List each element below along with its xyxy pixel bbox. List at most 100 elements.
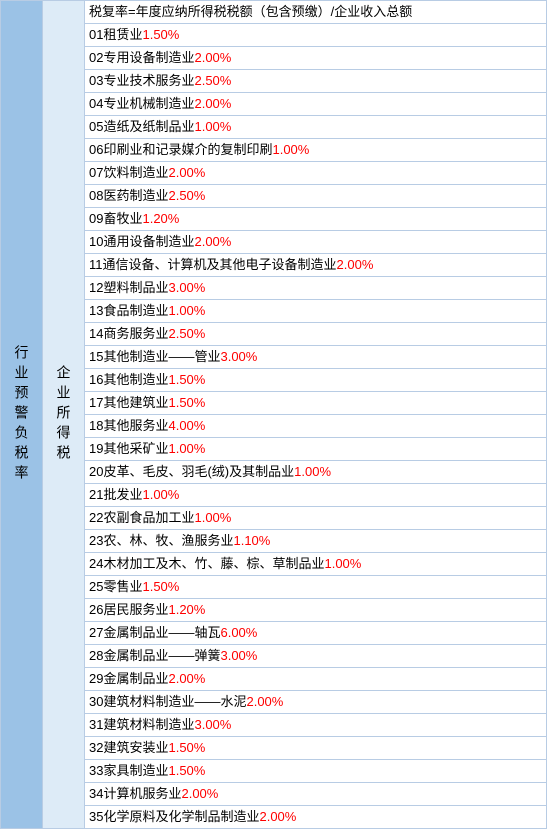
row-number: 24: [89, 555, 103, 573]
row-number: 31: [89, 716, 103, 734]
row-number: 35: [89, 808, 103, 826]
table-row: 19 其他采矿业 1.00%: [85, 438, 546, 461]
table-row: 14 商务服务业 2.50%: [85, 323, 546, 346]
table-row: 17 其他建筑业 1.50%: [85, 392, 546, 415]
row-label: 饮料制造业: [103, 164, 168, 182]
row-percent: 3.00%: [220, 348, 257, 366]
row-label: 其他制造业: [103, 371, 168, 389]
row-number: 04: [89, 95, 103, 113]
row-percent: 2.00%: [168, 670, 205, 688]
row-percent: 4.00%: [168, 417, 205, 435]
row-percent: 1.00%: [142, 486, 179, 504]
row-number: 30: [89, 693, 103, 711]
row-label: 通信设备、计算机及其他电子设备制造业: [103, 256, 337, 274]
row-label: 金属制品业: [103, 670, 168, 688]
rows-container: 税复率=年度应纳所得税税额（包含预缴）/企业收入总额 01 租赁业 1.50%0…: [85, 1, 546, 828]
row-label: 专业机械制造业: [103, 95, 194, 113]
row-number: 23: [89, 532, 103, 550]
table-row: 20 皮革、毛皮、羽毛(绒)及其制品业1.00%: [85, 461, 546, 484]
row-percent: 6.00%: [220, 624, 257, 642]
row-number: 05: [89, 118, 103, 136]
table-row: 21 批发业 1.00%: [85, 484, 546, 507]
row-percent: 2.50%: [168, 325, 205, 343]
table-row: 01 租赁业 1.50%: [85, 24, 546, 47]
row-number: 34: [89, 785, 103, 803]
table-row: 30 建筑材料制造业——水泥 2.00%: [85, 691, 546, 714]
row-percent: 2.50%: [168, 187, 205, 205]
row-label: 计算机服务业: [103, 785, 181, 803]
row-percent: 2.00%: [259, 808, 296, 826]
row-label: 皮革、毛皮、羽毛(绒)及其制品业: [103, 463, 294, 481]
row-percent: 2.00%: [337, 256, 374, 274]
row-percent: 2.00%: [194, 95, 231, 113]
row-percent: 2.00%: [194, 49, 231, 67]
row-percent: 1.00%: [324, 555, 361, 573]
row-number: 15: [89, 348, 103, 366]
table-row: 28 金属制品业——弹簧 3.00%: [85, 645, 546, 668]
row-percent: 1.00%: [168, 440, 205, 458]
row-label: 其他建筑业: [103, 394, 168, 412]
row-number: 07: [89, 164, 103, 182]
row-number: 27: [89, 624, 103, 642]
row-percent: 1.20%: [168, 601, 205, 619]
table-row: 31 建筑材料制造业 3.00%: [85, 714, 546, 737]
table-row: 25 零售业 1.50%: [85, 576, 546, 599]
tax-rate-table: 行业预警负税率 企业所得税 税复率=年度应纳所得税税额（包含预缴）/企业收入总额…: [0, 0, 547, 829]
row-percent: 1.00%: [194, 118, 231, 136]
table-row: 03 专业技术服务业 2.50%: [85, 70, 546, 93]
row-number: 14: [89, 325, 103, 343]
row-label: 塑料制品业: [103, 279, 168, 297]
row-percent: 1.00%: [272, 141, 309, 159]
table-row: 35 化学原料及化学制品制造业 2.00%: [85, 806, 546, 828]
row-percent: 1.50%: [168, 762, 205, 780]
table-row: 18 其他服务业 4.00%: [85, 415, 546, 438]
row-label: 印刷业和记录媒介的复制印刷: [103, 141, 272, 159]
row-label: 金属制品业——轴瓦: [103, 624, 220, 642]
table-row: 16 其他制造业 1.50%: [85, 369, 546, 392]
row-label: 医药制造业: [103, 187, 168, 205]
table-row: 15 其他制造业——管业 3.00%: [85, 346, 546, 369]
row-number: 08: [89, 187, 103, 205]
row-label: 农副食品加工业: [103, 509, 194, 527]
table-row: 24 木材加工及木、竹、藤、棕、草制品业 1.00%: [85, 553, 546, 576]
subcategory-label: 企业所得税: [43, 1, 85, 828]
row-number: 06: [89, 141, 103, 159]
row-label: 木材加工及木、竹、藤、棕、草制品业: [103, 555, 324, 573]
row-percent: 2.00%: [194, 233, 231, 251]
row-percent: 1.00%: [194, 509, 231, 527]
row-label: 租赁业: [103, 26, 142, 44]
row-number: 10: [89, 233, 103, 251]
row-number: 16: [89, 371, 103, 389]
table-row: 11 通信设备、计算机及其他电子设备制造业2.00%: [85, 254, 546, 277]
row-percent: 1.20%: [142, 210, 179, 228]
row-number: 20: [89, 463, 103, 481]
row-percent: 3.00%: [194, 716, 231, 734]
row-percent: 2.00%: [181, 785, 218, 803]
row-number: 09: [89, 210, 103, 228]
table-row: 07 饮料制造业 2.00%: [85, 162, 546, 185]
row-label: 食品制造业: [103, 302, 168, 320]
row-number: 29: [89, 670, 103, 688]
row-number: 02: [89, 49, 103, 67]
row-percent: 3.00%: [220, 647, 257, 665]
row-label: 造纸及纸制品业: [103, 118, 194, 136]
row-label: 专用设备制造业: [103, 49, 194, 67]
table-row: 32 建筑安装业 1.50%: [85, 737, 546, 760]
row-number: 22: [89, 509, 103, 527]
row-label: 专业技术服务业: [103, 72, 194, 90]
row-percent: 1.50%: [168, 371, 205, 389]
table-row: 13 食品制造业 1.00%: [85, 300, 546, 323]
row-label: 其他采矿业: [103, 440, 168, 458]
row-label: 零售业: [103, 578, 142, 596]
row-percent: 1.50%: [168, 394, 205, 412]
table-row: 08 医药制造业 2.50%: [85, 185, 546, 208]
row-label: 居民服务业: [103, 601, 168, 619]
table-row: 22 农副食品加工业 1.00%: [85, 507, 546, 530]
table-row: 26 居民服务业 1.20%: [85, 599, 546, 622]
table-row: 06 印刷业和记录媒介的复制印刷 1.00%: [85, 139, 546, 162]
table-row: 29金属制品业 2.00%: [85, 668, 546, 691]
row-number: 19: [89, 440, 103, 458]
row-percent: 1.00%: [294, 463, 331, 481]
row-label: 畜牧业: [103, 210, 142, 228]
category-label: 行业预警负税率: [1, 1, 43, 828]
